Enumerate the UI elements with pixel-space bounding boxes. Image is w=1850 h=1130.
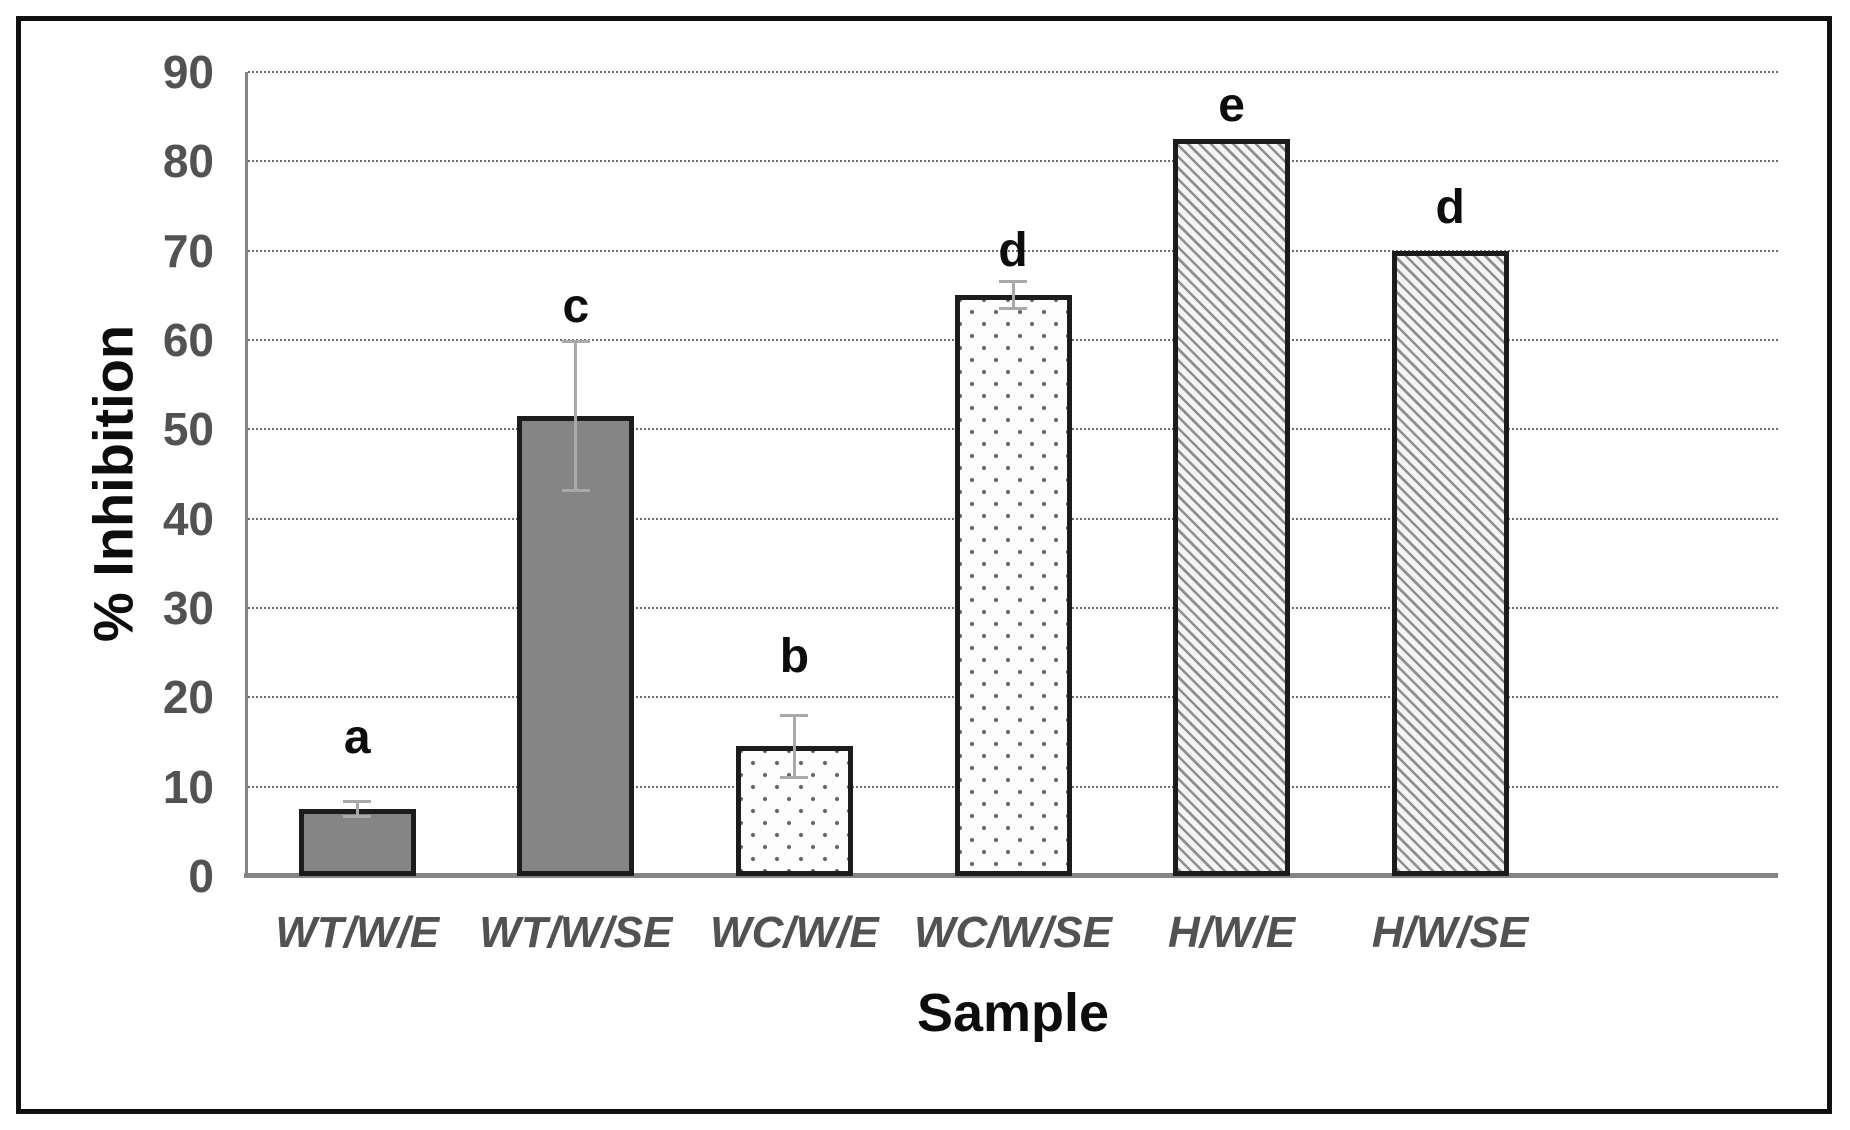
error-bar	[355, 801, 359, 817]
error-bar-cap	[780, 713, 809, 717]
error-bar-cap	[561, 340, 590, 344]
x-tick-label: WT/W/SE	[479, 908, 673, 957]
y-tick-label: 60	[162, 314, 214, 366]
plot-area	[244, 71, 1778, 878]
y-tick-label: 80	[162, 135, 214, 188]
significance-letter: d	[1435, 180, 1465, 234]
error-bar	[574, 341, 578, 491]
x-tick-label: WC/W/E	[710, 908, 879, 957]
error-bar-cap	[561, 488, 590, 492]
bar-6	[1391, 250, 1509, 876]
y-axis-line	[245, 72, 248, 876]
gridline-90	[248, 71, 1778, 73]
figure-frame	[16, 16, 1832, 1114]
y-tick-label: 0	[188, 850, 214, 902]
error-bar	[1011, 281, 1015, 309]
gridline-80	[248, 160, 1778, 163]
y-tick-label: 40	[162, 492, 214, 545]
x-tick-label: WC/W/SE	[913, 908, 1112, 957]
x-axis-title: Sample	[916, 983, 1110, 1043]
x-tick-label: H/W/E	[1168, 908, 1296, 957]
x-tick-label: H/W/SE	[1371, 908, 1529, 957]
bar-1	[298, 809, 416, 876]
error-bar	[792, 715, 796, 778]
error-bar-cap	[780, 776, 809, 780]
error-bar-cap	[999, 307, 1027, 311]
gridline-70	[248, 249, 1778, 252]
y-tick-label: 10	[162, 760, 214, 813]
y-tick-label: 20	[162, 671, 214, 724]
y-tick-label: 70	[162, 224, 214, 277]
significance-letter: b	[779, 630, 810, 684]
y-tick-label: 30	[162, 582, 214, 634]
significance-letter: e	[1218, 78, 1245, 132]
significance-letter: c	[562, 279, 590, 333]
error-bar-cap	[343, 814, 372, 818]
x-tick-label: WT/W/E	[275, 908, 440, 957]
significance-letter: a	[343, 710, 371, 764]
y-tick-label: 90	[162, 46, 214, 98]
error-bar-cap	[999, 280, 1027, 284]
y-tick-label: 50	[162, 403, 214, 456]
bar-2	[517, 415, 635, 876]
error-bar-cap	[343, 800, 372, 804]
bar-4	[954, 295, 1072, 876]
bar-5	[1173, 139, 1291, 876]
significance-letter: d	[998, 223, 1028, 277]
